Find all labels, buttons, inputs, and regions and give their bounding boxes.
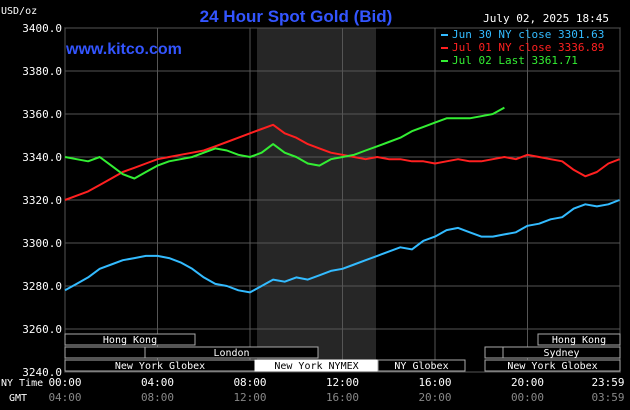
market-session-bar	[484, 359, 621, 372]
website-label: www.kitco.com	[65, 41, 182, 58]
timestamp: July 02, 2025 18:45	[483, 12, 609, 25]
market-session-label: New York Globex	[507, 361, 597, 372]
market-session-bars: Hong Kong London New York Globex New York N…	[64, 333, 621, 372]
market-session-label: New York Globex	[115, 361, 205, 372]
y-tick-label: 3240.0	[22, 366, 62, 379]
y-tick-labels: 3400.0 3380.0 3360.0 3340.0 3320.0 3300.0 3280…	[22, 22, 62, 379]
series-line-1	[64, 123, 620, 201]
chart-title: 24 Hour Spot Gold (Bid)	[200, 7, 393, 26]
market-session-label: Hong Kong	[552, 335, 606, 346]
market-session-label: NY Globex	[394, 361, 448, 372]
market-session-bar	[64, 333, 196, 346]
x-tick-label-ny: 12:00	[326, 376, 359, 389]
x-tick-label-ny: 23:59	[591, 376, 624, 389]
x-tick-label-ny: 08:00	[233, 376, 266, 389]
y-tick-label: 3340.0	[22, 151, 62, 164]
x-tick-label-ny: 16:00	[418, 376, 451, 389]
x-tick-label-gmt: 20:00	[418, 391, 451, 404]
market-session-stub	[64, 346, 146, 359]
legend-entry: Jul 01 NY close 3336.89	[452, 41, 604, 54]
x-tick-labels: 00:00 04:00 04:00 08:00 08:00 12:00 12:00 16:00…	[48, 376, 624, 404]
market-session-bar	[377, 359, 466, 372]
x-tick-label-ny: 20:00	[511, 376, 544, 389]
y-tick-label: 3260.0	[22, 323, 62, 336]
x-tick-label-gmt: 08:00	[141, 391, 174, 404]
market-session-stub	[484, 346, 504, 359]
series-line-0	[64, 199, 620, 294]
y-tick-label: 3300.0	[22, 237, 62, 250]
y-tick-label: 3400.0	[22, 22, 62, 35]
x-tick-label-ny: 04:00	[141, 376, 174, 389]
x-tick-label-gmt: 04:00	[48, 391, 81, 404]
y-tick-label: 3280.0	[22, 280, 62, 293]
market-session-bar	[537, 333, 621, 346]
x-tick-label-gmt: 03:59	[591, 391, 624, 404]
x-tick-label-ny: 00:00	[48, 376, 81, 389]
x-tick-label-gmt: 12:00	[233, 391, 266, 404]
x-tick-label-gmt: 00:00	[511, 391, 544, 404]
market-session-label: London	[213, 348, 249, 359]
x-tick-label-gmt: 16:00	[326, 391, 359, 404]
market-session-label: Hong Kong	[103, 335, 157, 346]
series-lines	[64, 106, 620, 294]
y-tick-label: 3380.0	[22, 65, 62, 78]
series-line-2	[64, 106, 505, 180]
grid	[64, 27, 621, 373]
market-session-bar	[502, 346, 621, 359]
legend-entry: Jul 02 Last 3361.71	[452, 54, 578, 67]
ny-time-label: NY Time	[1, 378, 43, 389]
legend-entry: Jun 30 NY close 3301.63	[452, 28, 604, 41]
market-session-label: Sydney	[543, 348, 579, 359]
y-tick-label: 3320.0	[22, 194, 62, 207]
market-session-label: New York NYMEX	[274, 361, 358, 372]
y-tick-label: 3360.0	[22, 108, 62, 121]
gmt-label: GMT	[9, 393, 27, 404]
y-unit-label: USD/oz	[1, 6, 37, 17]
market-session-bar	[144, 346, 319, 359]
